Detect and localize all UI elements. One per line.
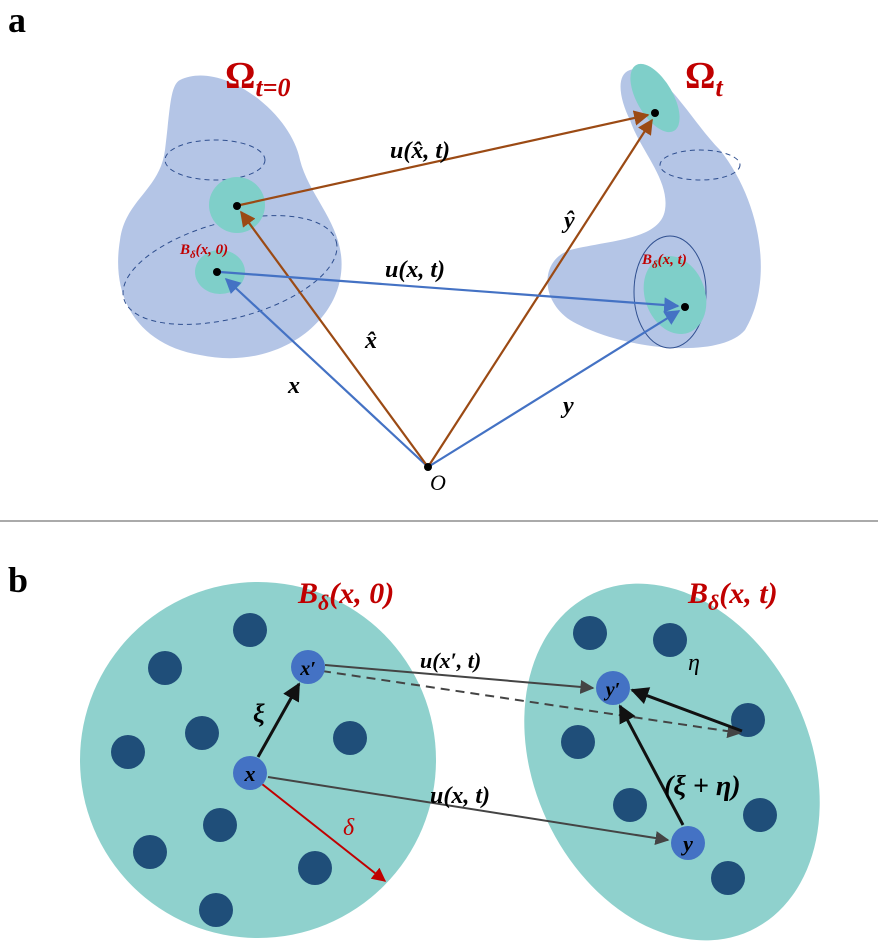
point (233, 202, 241, 210)
ball-current (468, 535, 875, 947)
particle (561, 725, 595, 759)
particle (133, 835, 167, 869)
xi-eta-label: (ξ + η) (664, 771, 741, 802)
x-label: x (287, 373, 300, 399)
x-label: x (244, 761, 256, 786)
ball-sub: δ (708, 590, 719, 615)
u-hat-label: u(x̂, t) (390, 138, 450, 164)
u-label: u(x, t) (385, 257, 445, 283)
ball-rest: (x, t) (658, 252, 687, 268)
u-prime-label: u(x′, t) (420, 648, 481, 673)
particle (573, 616, 607, 650)
panel-label: b (8, 560, 28, 600)
ball-base: B (687, 577, 708, 610)
body: a Ωt=0 Ωt u(x̂, t) ŷ Bδ(x, 0) u(x, t) Bδ… (0, 0, 878, 947)
particle (333, 721, 367, 755)
page: {"panel_a": {"label": "a", "omega_initia… (0, 0, 878, 947)
particle (711, 861, 745, 895)
ball-initial-label: Bδ(x, 0) (297, 577, 394, 615)
ball-rest: (x, 0) (196, 242, 229, 258)
omega-initial: Ωt=0 (225, 55, 290, 102)
omega-base: Ω (225, 55, 255, 97)
figure: a Ωt=0 Ωt u(x̂, t) ŷ Bδ(x, 0) u(x, t) Bδ… (0, 0, 878, 947)
particle (613, 788, 647, 822)
particle (731, 703, 765, 737)
ball-sub: δ (318, 590, 329, 615)
particle (203, 808, 237, 842)
panel-a: a Ωt=0 Ωt u(x̂, t) ŷ Bδ(x, 0) u(x, t) Bδ… (8, 0, 761, 495)
ball-rest: (x, 0) (329, 577, 394, 610)
omega-base: Ω (685, 55, 715, 97)
origin-label: O (430, 470, 446, 495)
ball-rest: (x, t) (719, 577, 777, 610)
u-label: u(x, t) (430, 783, 490, 809)
x-prime-label: x′ (299, 658, 316, 680)
arrow-y (428, 311, 679, 467)
omega-sub: t (715, 73, 723, 102)
ball-current-label: Bδ(x, t) (687, 577, 778, 615)
ball-base: B (641, 252, 652, 268)
particle (298, 851, 332, 885)
particle (185, 716, 219, 750)
x-hat-label: x̂ (364, 328, 377, 354)
delta-label: δ (343, 815, 355, 841)
panel-label: a (8, 0, 26, 40)
point (651, 109, 659, 117)
panel-b: b Bδ(x, 0) Bδ(x, t) x′ u(x′, t) y′ η ξ x… (8, 535, 876, 947)
omega-sub: t=0 (255, 73, 290, 102)
y-prime-label: y′ (604, 679, 621, 701)
omega-current: Ωt (685, 55, 723, 102)
particle (233, 613, 267, 647)
y-label: y (560, 393, 574, 419)
y-hat-label: ŷ (561, 208, 575, 234)
particle (148, 651, 182, 685)
point (213, 268, 221, 276)
point (681, 303, 689, 311)
xi-label: ξ (253, 699, 265, 728)
ball-base: B (297, 577, 318, 610)
particle (111, 735, 145, 769)
particle (743, 798, 777, 832)
particle (199, 893, 233, 927)
ball-base: B (179, 242, 190, 258)
particle (653, 623, 687, 657)
eta-label: η (688, 650, 700, 676)
